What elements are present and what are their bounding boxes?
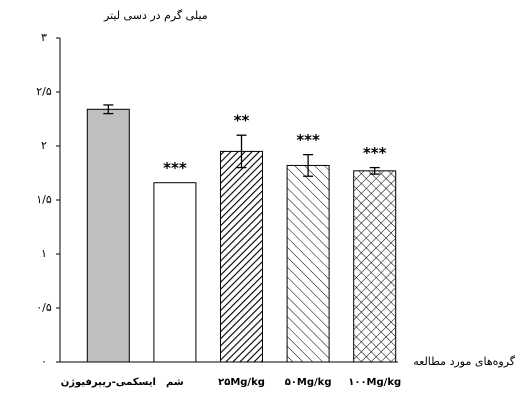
y-tick-label: ۳: [41, 31, 47, 44]
error-bar: [369, 166, 380, 175]
y-tick-label: ۰: [41, 355, 47, 368]
bar: [286, 164, 330, 363]
bar: [153, 182, 197, 363]
y-tick-label: ۲/۵: [36, 85, 52, 98]
error-bar: [303, 153, 314, 177]
y-tick-label: ۲: [41, 139, 47, 152]
y-tick-label: ۰/۵: [36, 301, 52, 314]
x-tick-label: ۵۰Mg/kg: [285, 377, 332, 388]
bar: [220, 150, 263, 363]
y-tick-label: ۱: [41, 247, 47, 260]
y-tick-label: ۱/۵: [36, 193, 52, 206]
x-axis-label: گروه‌های مورد مطالعه: [413, 355, 516, 368]
bar: [353, 170, 397, 363]
x-tick-label: ۱۰۰Mg/kg: [348, 377, 401, 388]
significance-label: ***: [363, 144, 387, 162]
x-tick-label: شم: [166, 377, 184, 388]
x-tick-label: ۲۵Mg/kg: [218, 377, 265, 388]
significance-label: **: [234, 112, 250, 130]
significance-label: ***: [163, 159, 187, 177]
significance-label: ***: [296, 131, 320, 149]
error-bar: [236, 134, 247, 169]
y-axis-label: میلی گرم در دسی لیتر: [103, 9, 208, 22]
bar: [86, 108, 130, 363]
x-tick-label: ایسکمی-ریپرفیوژن: [61, 377, 156, 388]
error-bar: [103, 104, 114, 115]
